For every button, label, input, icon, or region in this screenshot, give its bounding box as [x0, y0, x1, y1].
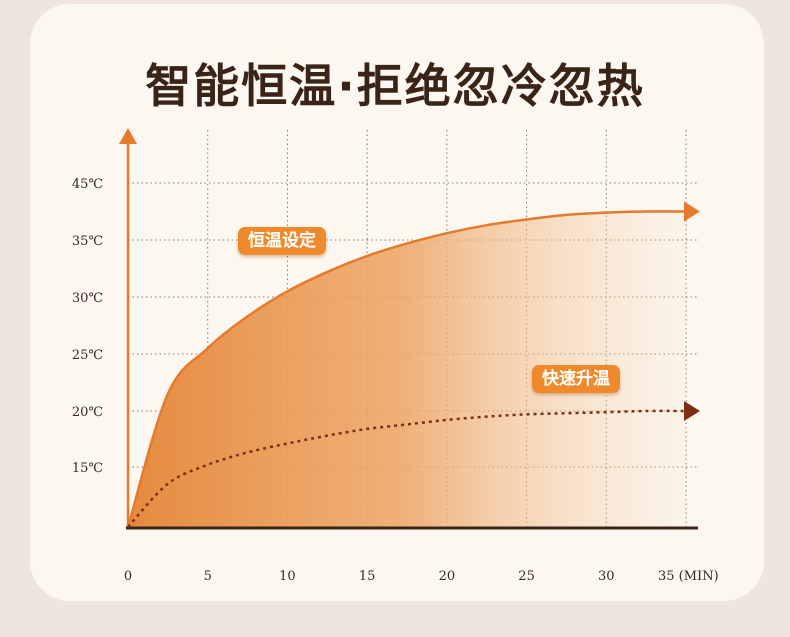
y-tick-label: 25℃	[72, 348, 103, 363]
series-arrow-fast-heat-icon	[684, 401, 700, 421]
y-tick-label: 15℃	[72, 461, 103, 476]
y-tick-label: 45℃	[72, 177, 103, 192]
x-tick-label: 10	[279, 569, 296, 584]
y-tick-label: 30℃	[72, 291, 103, 306]
y-axis-arrow-icon	[119, 128, 137, 144]
tick-labels: 15℃ 20℃ 25℃ 30℃ 35℃ 45℃ 0 5 10 15 20 25 30 35 (MIN)	[72, 177, 719, 584]
x-tick-label: 25	[518, 569, 535, 584]
annotation-setpoint: 恒温设定	[238, 227, 326, 255]
series-line-setpoint	[126, 210, 687, 528]
series-arrow-setpoint-icon	[684, 201, 700, 222]
area-layer	[128, 211, 686, 527]
y-tick-label: 20℃	[72, 405, 103, 420]
x-tick-label: 15	[359, 569, 376, 584]
y-tick-label: 35℃	[72, 234, 103, 249]
x-tick-label: 30	[598, 569, 615, 584]
area-fill-setpoint	[128, 211, 686, 527]
annotation-fast-heat: 快速升温	[532, 365, 620, 393]
x-tick-label: 35 (MIN)	[658, 569, 719, 584]
x-tick-label: 0	[124, 569, 132, 584]
x-tick-label: 5	[204, 569, 212, 584]
series-lines	[126, 201, 700, 528]
axes	[119, 128, 698, 530]
x-tick-label: 20	[439, 569, 456, 584]
page-title: 智能恒温·拒绝忽冷忽热	[145, 59, 645, 113]
